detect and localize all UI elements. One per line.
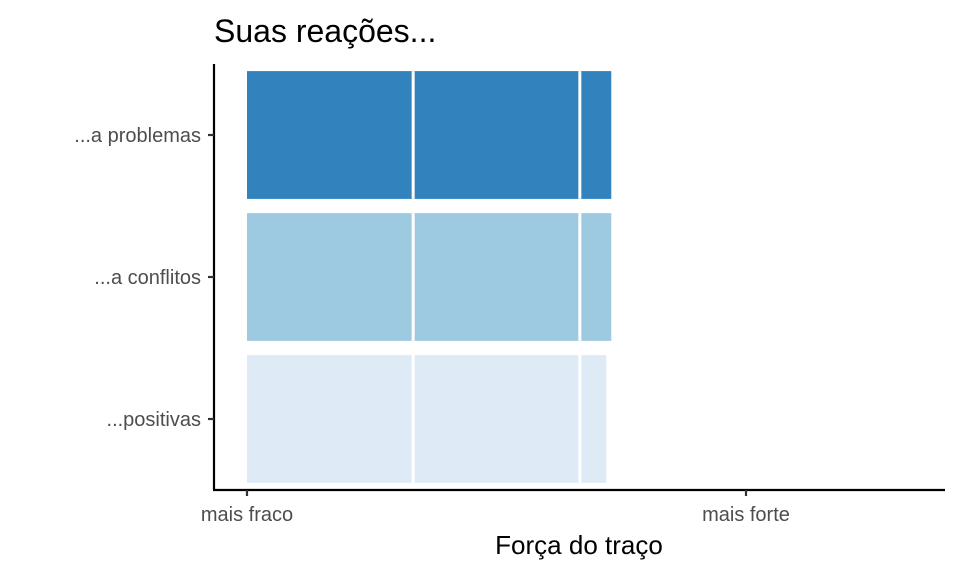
dividers-group: [411, 71, 582, 483]
bar-1: [247, 213, 612, 341]
x-axis-title: Força do traço: [495, 530, 663, 560]
bar-2: [247, 355, 607, 483]
x-tick-label-0: mais fraco: [201, 504, 293, 526]
chart-title: Suas reações...: [214, 13, 436, 49]
bars-group: [247, 71, 612, 483]
y-tick-label-2: ...positivas: [107, 409, 201, 431]
y-tick-label-0: ...a problemas: [74, 125, 201, 147]
y-ticks-group: ...a problemas ...a conflitos ...positivas: [74, 125, 214, 431]
x-ticks-group: mais fraco mais forte: [201, 490, 790, 526]
bar-0: [247, 71, 612, 199]
y-tick-label-1: ...a conflitos: [94, 267, 201, 289]
x-tick-label-1: mais forte: [702, 504, 790, 526]
